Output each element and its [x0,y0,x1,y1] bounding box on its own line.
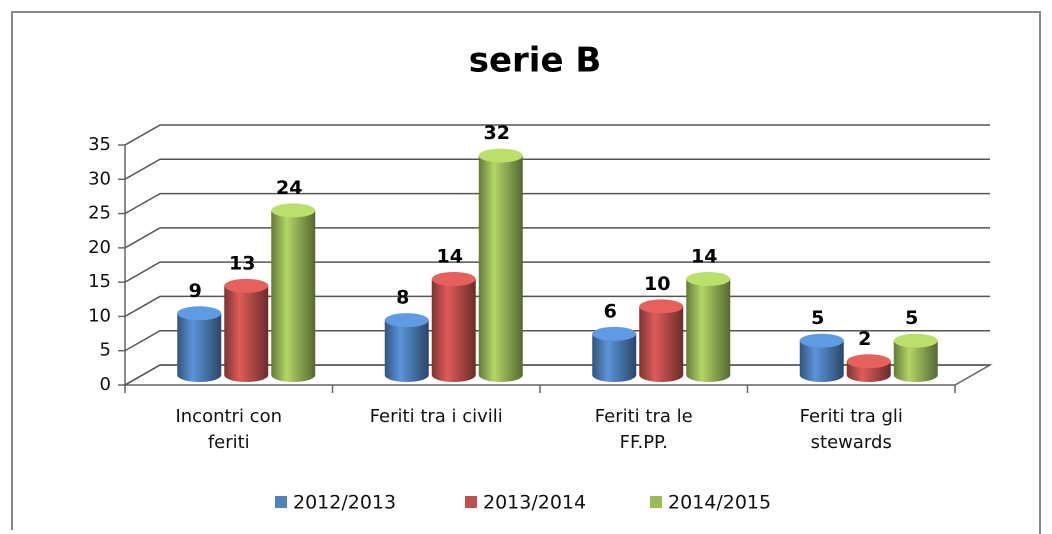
bar-top [431,272,476,286]
value-label: 6 [604,300,617,322]
bar-top [271,203,316,218]
y-tick-label: 20 [88,237,111,258]
value-label: 13 [229,252,255,274]
bar [271,210,316,382]
value-label: 8 [396,287,409,309]
bar [686,279,731,382]
bar-top [592,326,637,341]
legend-label: 2012/2013 [293,492,396,514]
chart-title: serie B [469,41,602,81]
x-tick-label: Feriti tra le FF.PP. [594,406,693,453]
grid-line [124,192,990,215]
legend-swatch [650,496,662,508]
value-label: 5 [905,307,918,329]
bar [431,279,476,382]
grid-line [124,227,990,249]
bar [592,333,637,382]
x-tick-label: Feriti tra gli stewards [799,406,903,453]
bar [799,340,844,382]
value-label: 9 [189,280,202,302]
bar [224,285,269,382]
bar-top [224,278,269,293]
value-label: 32 [484,122,510,144]
value-label: 10 [644,273,670,295]
value-label: 14 [437,246,463,268]
legend-label: 2014/2015 [668,492,771,514]
bar-top [384,313,429,328]
grid-line [124,124,990,146]
bar [893,340,938,382]
grid-line [124,158,990,180]
value-label: 2 [858,328,871,350]
y-tick-label: 0 [100,374,111,395]
x-tick-label: Feriti tra i civili [369,406,503,427]
bar-top [799,333,844,348]
bar-top [686,272,731,286]
value-label: 24 [276,177,302,199]
legend-swatch [465,496,477,508]
bar-top [639,299,684,314]
y-tick-label: 35 [88,134,111,155]
legend-label: 2013/2014 [483,492,586,514]
bar-top [177,306,222,321]
y-tick-label: 10 [88,305,111,326]
bar-top [478,148,523,163]
bar-top [893,333,938,348]
bar [478,155,523,382]
bar [639,306,684,382]
bar [384,320,429,382]
grid-line [124,261,990,283]
value-label: 5 [811,307,824,329]
y-tick-label: 25 [88,203,111,224]
x-tick-label: Incontri con feriti [175,406,283,453]
value-label: 14 [691,246,717,268]
bar-top [846,354,891,369]
y-tick-label: 15 [88,271,111,292]
bar [177,313,222,382]
y-tick-label: 5 [100,340,111,361]
frame [11,11,1041,534]
legend-swatch [275,496,287,508]
y-tick-label: 30 [88,168,111,189]
